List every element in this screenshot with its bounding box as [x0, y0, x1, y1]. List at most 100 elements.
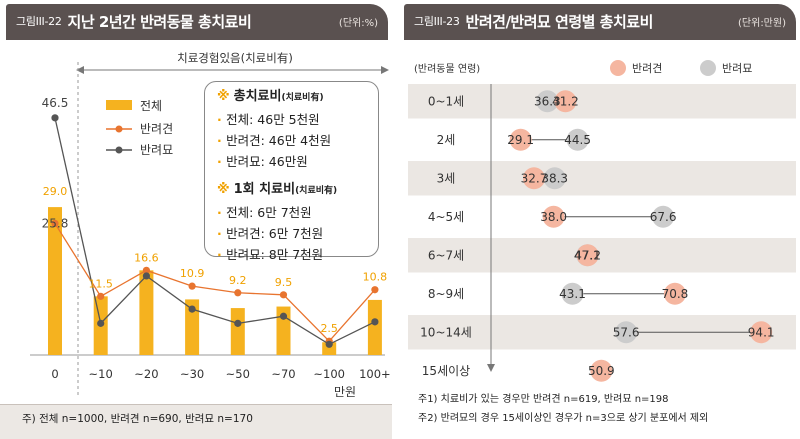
callout-head2-text: 1회 치료비: [233, 182, 296, 197]
age-row-label: 15세이상: [422, 364, 470, 378]
age-row-label: 8~9세: [428, 287, 464, 301]
callout-head1-text: 총치료비: [233, 89, 282, 104]
age-axis-header: (반려동물 연령): [414, 63, 480, 75]
callout-mark-2: ※: [217, 182, 230, 197]
dog-value-label: 50.9: [588, 364, 615, 378]
callout-mark-1: ※: [217, 89, 230, 104]
right-title-bar: 그림III-23 반려견/반려묘 연령별 총치료비 (단위:만원): [404, 4, 796, 38]
dog-series-point: [142, 266, 150, 274]
cat-value-label: 67.6: [650, 210, 677, 224]
legend-dog-marker: [115, 125, 123, 133]
legend-cat-label: 반려묘: [140, 143, 173, 157]
legend-total-swatch: [106, 100, 132, 110]
age-row-label: 3세: [437, 171, 456, 185]
right-figure-panel: 그림III-23 반려견/반려묘 연령별 총치료비 (단위:만원) (반려동물 …: [400, 0, 800, 439]
cat-value-label: 57.6: [613, 325, 640, 339]
dog-series-point: [188, 282, 196, 290]
dog-series-point: [97, 292, 105, 300]
row-band: [408, 238, 796, 273]
bar-total: [48, 207, 62, 355]
left-title-bar: 그림III-22 지난 2년간 반려동물 총치료비 (단위:%): [6, 4, 388, 38]
right-unit-label: (단위:만원): [738, 17, 786, 29]
callout-head2-small: (치료비有): [295, 186, 338, 196]
bracket-label: 치료경험있음(치료비有): [177, 51, 293, 65]
dog-point: [522, 167, 545, 190]
cat-series-point: [97, 319, 105, 327]
dog-point: [750, 321, 773, 344]
legend-dog-text: 반려견: [632, 62, 662, 75]
cat-value-label: 36.3: [534, 94, 561, 108]
left-figure-number: 그림III-22: [16, 15, 62, 28]
dog-series-point: [279, 291, 288, 299]
x-unit-label: 만원: [334, 385, 356, 399]
x-tick-label: 100+: [359, 367, 391, 381]
callout-item: 전체: 6만 7천원: [217, 202, 378, 223]
callout-item: 전체: 46만 5천원: [217, 109, 378, 130]
left-figure-panel: 그림III-22 지난 2년간 반려동물 총치료비 (단위:%) 치료경험있음(…: [0, 0, 392, 439]
cat-series-point: [188, 305, 196, 313]
dog-value-label: 70.8: [662, 287, 689, 301]
callout-head1-small: (치료비有): [281, 93, 324, 103]
callout-item: 반려묘: 8만 7천원: [217, 244, 378, 265]
bar-data-label: 16.6: [134, 251, 159, 264]
cat-series-point: [142, 272, 150, 280]
dog-point: [542, 205, 565, 228]
left-footnote: 주) 전체 n=1000, 반려견 n=690, 반려묘 n=170: [0, 404, 392, 439]
row-band: [408, 161, 796, 196]
dog-series-point: [371, 286, 379, 294]
cat-value-label: 44.5: [564, 133, 591, 147]
age-row-label: 10~14세: [420, 325, 472, 339]
right-legend: 반려견 반려묘: [610, 60, 752, 76]
callout-item: 반려견: 6만 7천원: [217, 223, 378, 244]
left-legend: 전체 반려견 반려묘: [106, 99, 173, 157]
age-row-label: 2세: [437, 133, 456, 147]
bar-data-label: 29.0: [43, 185, 68, 198]
dog-series-point: [51, 219, 59, 228]
bar-total: [322, 342, 337, 355]
cat-point: [652, 205, 675, 228]
x-tick-label: ~70: [271, 367, 295, 381]
right-footnote-2: 주2) 반려묘의 경우 15세이상인 경우가 n=3으로 상기 분포에서 제외: [418, 413, 709, 424]
age-row-label: 0~1세: [428, 94, 464, 108]
legend-dog-label: 반려견: [140, 122, 173, 136]
x-tick-label: ~10: [89, 367, 113, 381]
dog-point: [663, 282, 686, 305]
bar-data-label: 10.9: [180, 267, 205, 280]
bar-total: [367, 299, 382, 355]
cat-value-label: 43.1: [559, 287, 586, 301]
left-title-underline: [6, 38, 388, 40]
callout-item: 반려묘: 46만원: [217, 151, 378, 172]
cat-series-point: [325, 340, 333, 348]
legend-dog-dot: [610, 60, 626, 76]
cat-point: [543, 167, 566, 190]
cat-series-point: [279, 312, 288, 320]
x-tick-label: 0: [51, 367, 58, 381]
cat-point: [566, 128, 589, 151]
bar-total: [185, 299, 200, 355]
left-unit-label: (단위:%): [338, 17, 378, 29]
bar-total: [230, 308, 245, 355]
legend-cat-dot: [700, 60, 716, 76]
bar-data-label: 9.2: [229, 274, 247, 287]
cat-point: [561, 282, 584, 305]
cat-value-label: 38.3: [541, 171, 568, 185]
x-tick-label: ~100: [313, 367, 345, 381]
cat-series-line: [54, 117, 376, 346]
callout-item: 반려견: 46만 4천원: [217, 130, 378, 151]
bar-data-label: 2.5: [320, 322, 338, 335]
callout-head-total: ※ 총치료비(치료비有): [217, 86, 378, 109]
dog-point: [554, 90, 577, 113]
dog-value-label: 38.0: [540, 210, 567, 224]
cat-series-point: [371, 318, 379, 326]
right-chart-svg: (반려동물 연령) 반려견 반려묘 0~1세 36.341.2 2세 44.5 29.1…: [408, 60, 796, 382]
bar-data-label: 10.8: [363, 271, 388, 284]
row-band: [408, 84, 796, 119]
dog-value-label: 41.2: [552, 94, 579, 108]
dog-series-line: [54, 223, 376, 343]
cat-series-point: [234, 319, 242, 327]
dog-value-label: 29.1: [507, 133, 534, 147]
dog-value-label: 32.7: [521, 171, 548, 185]
bar-data-label: 9.5: [275, 276, 293, 289]
cat-value-label: 47.1: [574, 248, 601, 262]
cat-series-point: [51, 114, 59, 122]
